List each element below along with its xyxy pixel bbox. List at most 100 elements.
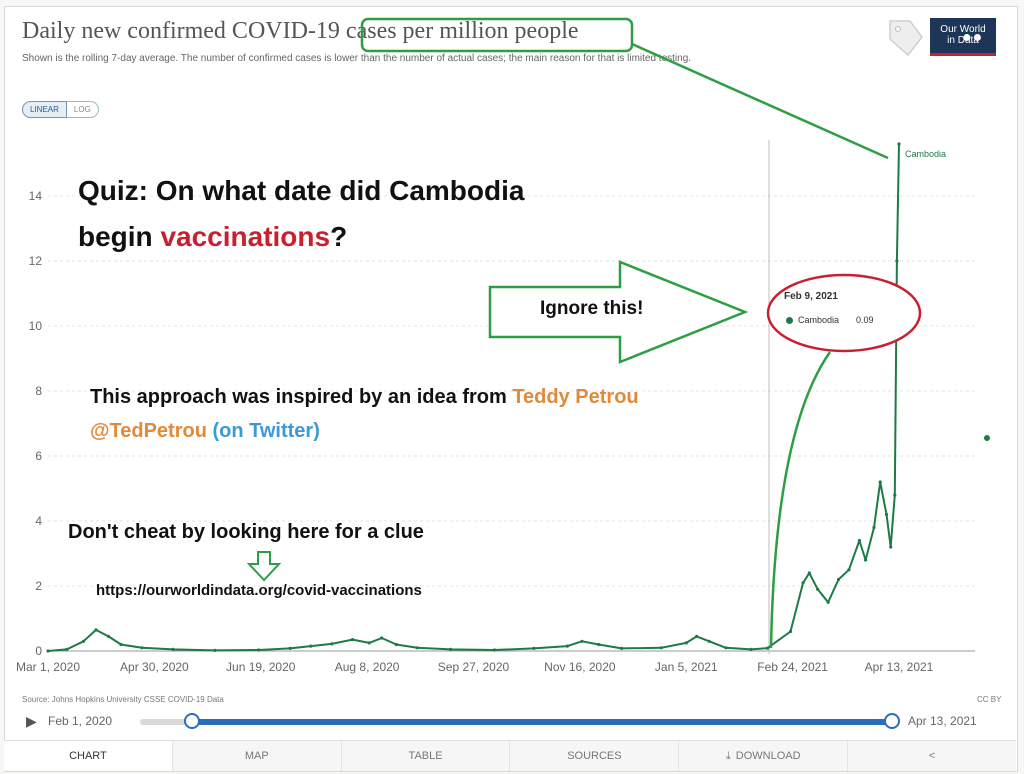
timeline-end-handle[interactable] [884,713,900,729]
series-label-cambodia: Cambodia [905,149,947,159]
tab-bar: CHART MAP TABLE SOURCES ⤓ DOWNLOAD < [4,740,1016,771]
inspired-platform: (on Twitter) [206,420,320,442]
data-point-15 [380,636,384,640]
data-point-31 [766,646,770,650]
data-point-41 [872,525,876,530]
data-point-16 [394,642,398,647]
timeline-range [192,719,892,725]
data-point-1 [65,647,69,652]
data-point-21 [565,644,570,648]
data-point-17 [415,646,419,650]
y-tick-5: 10 [29,319,43,333]
download-icon: ⤓ [725,749,731,762]
tooltip-highlight [766,273,922,353]
x-tick-2: Jun 19, 2020 [226,660,296,674]
ignore-arrow [488,260,749,364]
data-point-6 [140,646,144,650]
data-point-46 [895,259,899,263]
data-point-24 [620,646,624,651]
play-icon[interactable]: ▶ [26,713,37,729]
tab-chart[interactable]: CHART [4,741,172,771]
data-point-42 [878,480,882,484]
x-tick-1: Apr 30, 2020 [120,660,189,674]
data-point-43 [884,512,889,517]
x-tick-6: Jan 5, 2021 [655,660,718,674]
timeline-end-date: Apr 13, 2021 [908,714,977,728]
x-tick-3: Aug 8, 2020 [335,660,400,674]
data-point-25 [659,646,663,650]
chart-title: Daily new confirmed COVID-19 cases per m… [22,18,579,44]
data-point-0 [46,649,50,653]
data-point-33 [801,581,805,585]
series-cambodia [46,142,901,653]
tab-sources[interactable]: SOURCES [509,741,679,771]
inspiration-text: This approach was inspired by an idea fr… [90,386,639,442]
clue-url[interactable]: https://ourworldindata.org/covid-vaccina… [96,582,422,599]
stray-point [984,435,990,441]
pointer-line [631,42,889,160]
data-point-11 [309,644,313,648]
y-tick-4: 8 [35,384,42,398]
data-point-36 [826,600,830,604]
timeline-start-date: Feb 1, 2020 [48,714,113,728]
x-tick-5: Nov 16, 2020 [544,660,616,674]
data-point-23 [597,642,601,647]
data-point-5 [119,642,123,647]
data-point-26 [684,641,688,645]
data-source: Source: Johns Hopkins University CSSE CO… [22,695,224,704]
tab-table[interactable]: TABLE [340,741,510,771]
license-label[interactable]: CC BY [977,695,1002,704]
y-tick-7: 14 [29,189,43,203]
data-point-45 [893,493,897,497]
data-point-27 [695,634,699,639]
tag-icon[interactable] [886,17,926,61]
data-point-44 [889,545,893,549]
owid-logo[interactable]: Our World in Data [930,18,996,56]
quiz-text: Quiz: On what date did Cambodia begin va… [78,168,524,260]
tooltip-date: Feb 9, 2021 [784,291,838,302]
data-point-39 [857,538,862,543]
timeline-start-handle[interactable] [184,713,200,729]
data-point-35 [816,587,820,591]
inspired-name: Teddy Petrou [512,386,639,408]
legend-dot [786,316,793,324]
linear-scale-button[interactable]: LINEAR [22,101,67,118]
data-point-13 [350,638,355,642]
title-highlight-box [360,17,634,53]
data-point-10 [288,646,292,651]
data-point-7 [171,647,175,652]
data-point-47 [897,142,901,146]
data-point-29 [724,646,728,650]
y-tick-2: 4 [35,514,42,528]
tab-map[interactable]: MAP [171,741,341,771]
data-point-9 [257,648,261,652]
tab-download[interactable]: ⤓ DOWNLOAD [678,741,848,771]
y-tick-1: 2 [35,579,42,593]
y-axis-ticks: 0 2 4 6 8 10 12 14 [29,189,43,658]
data-point-22 [580,639,584,643]
quiz-line-2: begin vaccinations? [78,221,348,252]
y-tick-6: 12 [29,254,43,268]
tooltip-row: Cambodia 0.09 [786,315,874,325]
ignore-label: Ignore this! [540,298,644,319]
data-point-14 [367,641,371,645]
data-point-20 [532,646,536,651]
data-point-12 [330,642,334,646]
data-point-19 [492,648,496,652]
tooltip-value: 0.09 [856,315,874,325]
data-point-38 [847,568,851,572]
quiz-highlight: vaccinations [160,221,331,252]
data-point-4 [106,634,111,639]
x-tick-4: Sep 27, 2020 [438,660,510,674]
more-options-icon[interactable]: ●● [962,29,984,46]
down-arrow-icon [246,551,282,582]
tab-share[interactable]: < [847,741,1016,771]
data-point-30 [749,647,753,652]
data-point-8 [213,648,217,653]
scale-toggle: LINEAR LOG [22,101,99,118]
log-scale-button[interactable]: LOG [66,101,99,118]
y-tick-0: 0 [35,644,42,658]
x-tick-7: Feb 24, 2021 [757,660,828,674]
data-point-34 [807,571,811,575]
